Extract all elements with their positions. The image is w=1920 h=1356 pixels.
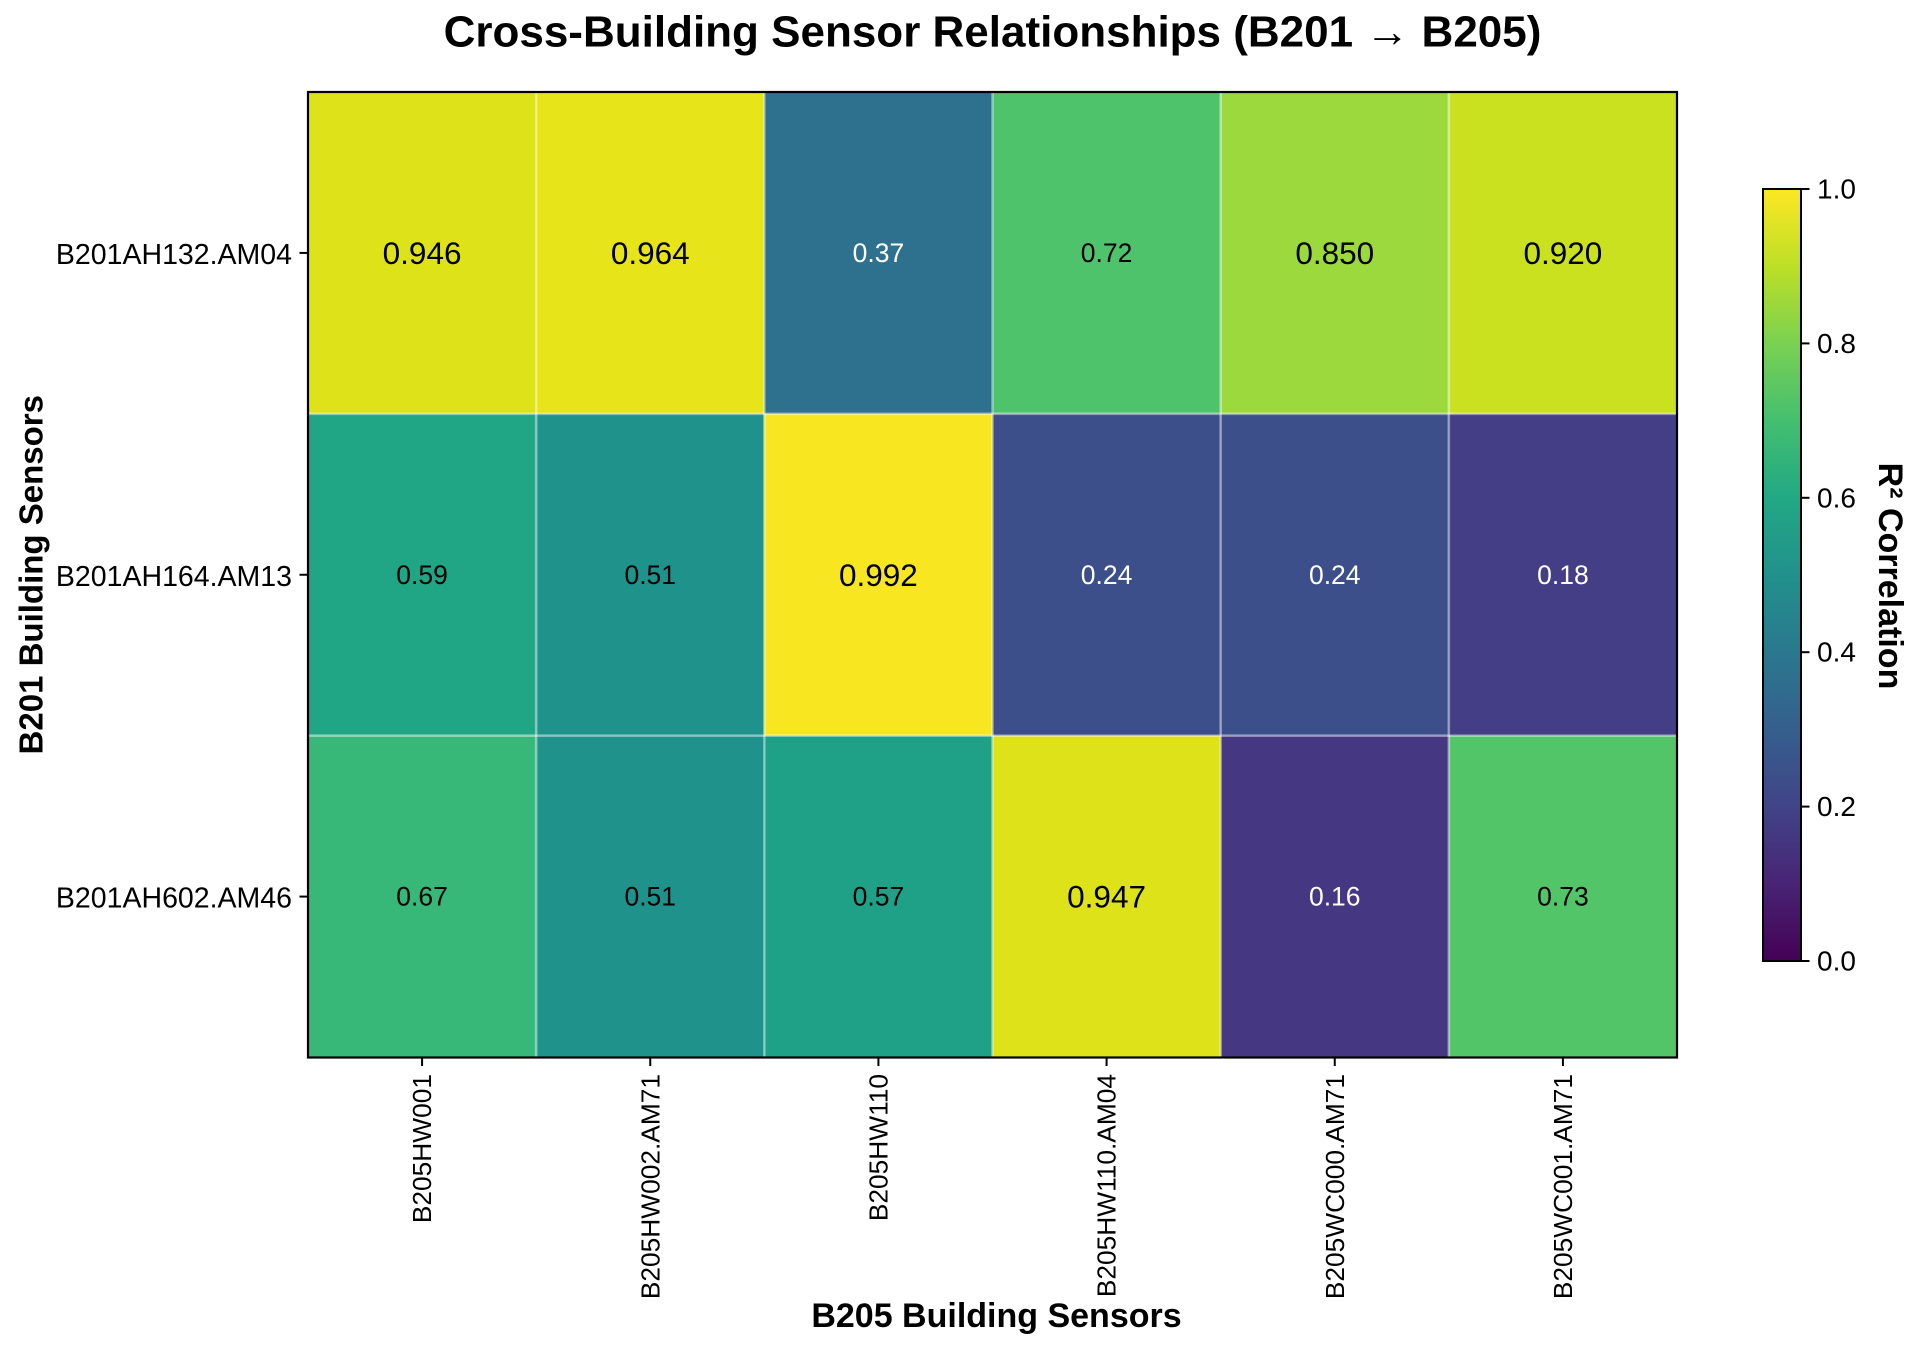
svg-text:0.18: 0.18 <box>1537 560 1589 590</box>
svg-text:0.51: 0.51 <box>624 882 676 912</box>
svg-text:B205HW002.AM71: B205HW002.AM71 <box>635 1074 665 1299</box>
svg-text:0.4: 0.4 <box>1817 637 1856 668</box>
svg-text:0.920: 0.920 <box>1524 235 1603 271</box>
svg-text:Cross-Building Sensor Relation: Cross-Building Sensor Relationships (B20… <box>444 8 1542 57</box>
svg-text:0.16: 0.16 <box>1309 882 1361 912</box>
svg-text:0.2: 0.2 <box>1817 791 1856 822</box>
svg-text:0.24: 0.24 <box>1309 560 1361 590</box>
svg-text:B205HW001: B205HW001 <box>407 1074 437 1223</box>
svg-text:0.59: 0.59 <box>396 560 448 590</box>
svg-text:B201 Building Sensors: B201 Building Sensors <box>13 395 50 754</box>
svg-text:0.24: 0.24 <box>1081 560 1133 590</box>
svg-text:0.37: 0.37 <box>853 238 905 268</box>
svg-text:0.8: 0.8 <box>1817 328 1856 359</box>
svg-text:1.0: 1.0 <box>1817 174 1856 205</box>
svg-text:B205WC000.AM71: B205WC000.AM71 <box>1320 1074 1350 1299</box>
svg-text:B205 Building Sensors: B205 Building Sensors <box>811 1297 1181 1335</box>
svg-text:0.850: 0.850 <box>1295 235 1374 271</box>
svg-text:0.992: 0.992 <box>839 557 918 593</box>
svg-text:0.964: 0.964 <box>611 235 690 271</box>
svg-text:B205HW110.AM04: B205HW110.AM04 <box>1092 1074 1122 1297</box>
svg-text:0.0: 0.0 <box>1817 946 1856 977</box>
svg-text:B205HW110: B205HW110 <box>863 1074 893 1221</box>
svg-text:0.6: 0.6 <box>1817 482 1856 513</box>
svg-text:B201AH164.AM13: B201AH164.AM13 <box>56 561 292 593</box>
svg-text:0.57: 0.57 <box>853 882 905 912</box>
svg-text:0.946: 0.946 <box>383 235 462 271</box>
svg-text:0.73: 0.73 <box>1537 882 1589 912</box>
svg-text:0.51: 0.51 <box>624 560 676 590</box>
svg-text:0.72: 0.72 <box>1081 238 1133 268</box>
svg-text:R² Correlation: R² Correlation <box>1871 463 1909 690</box>
svg-text:B201AH132.AM04: B201AH132.AM04 <box>56 239 292 271</box>
svg-text:B205WC001.AM71: B205WC001.AM71 <box>1548 1074 1578 1299</box>
svg-text:B201AH602.AM46: B201AH602.AM46 <box>56 883 292 915</box>
svg-text:0.67: 0.67 <box>396 882 448 912</box>
svg-text:0.947: 0.947 <box>1067 879 1146 915</box>
